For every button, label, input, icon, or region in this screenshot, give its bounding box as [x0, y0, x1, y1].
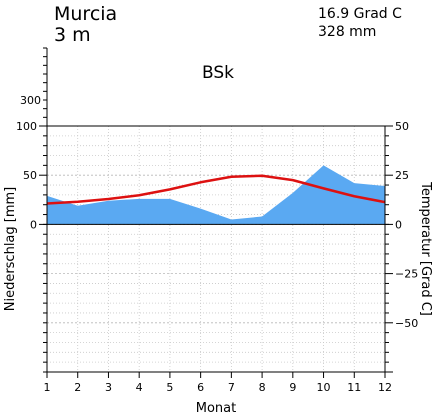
right-tick-label: 50 — [395, 120, 409, 133]
right-tick-label: 0 — [395, 218, 402, 231]
x-tick-label: 6 — [197, 381, 204, 394]
left-axis-ticks: 0 50 100 — [16, 120, 47, 373]
x-tick-label: 4 — [136, 381, 143, 394]
x-tick-label: 8 — [259, 381, 266, 394]
x-axis-title: Monat — [196, 401, 236, 416]
left-tick-label: 100 — [16, 120, 37, 133]
left-axis-title: Niederschlag [mm] — [3, 187, 18, 312]
right-tick-label: 25 — [395, 169, 409, 182]
x-tick-label: 5 — [166, 381, 173, 394]
upper-precipitation-scale: 300 — [20, 47, 48, 127]
chart-grid — [46, 125, 386, 373]
upper-scale-label: 300 — [20, 94, 41, 107]
left-tick-label: 0 — [30, 218, 37, 231]
plot-frame — [43, 125, 389, 373]
x-tick-label: 12 — [378, 381, 392, 394]
x-tick-label: 2 — [74, 381, 81, 394]
station-elevation: 3 m — [54, 24, 91, 46]
right-tick-label: −50 — [395, 317, 418, 330]
x-tick-label: 11 — [347, 381, 361, 394]
climate-classification: BSk — [202, 63, 234, 83]
x-axis-ticks: 1 2 3 4 5 6 7 8 9 10 11 12 — [44, 372, 392, 394]
plot-border — [46, 125, 386, 373]
right-axis-title: Temperatur [Grad C] — [418, 181, 433, 316]
right-tick-label: −25 — [395, 268, 418, 281]
x-tick-label: 1 — [44, 381, 51, 394]
temperature-line — [46, 174, 386, 205]
x-tick-label: 3 — [105, 381, 112, 394]
annual-precipitation: 328 mm — [318, 24, 376, 40]
left-tick-label: 50 — [23, 169, 37, 182]
precipitation-area — [47, 165, 385, 225]
x-tick-label: 10 — [317, 381, 331, 394]
right-axis-ticks: −50 −25 0 25 50 — [385, 120, 418, 373]
mean-temperature: 16.9 Grad C — [318, 6, 402, 22]
x-tick-label: 9 — [289, 381, 296, 394]
x-tick-label: 7 — [228, 381, 235, 394]
station-name: Murcia — [54, 3, 117, 25]
